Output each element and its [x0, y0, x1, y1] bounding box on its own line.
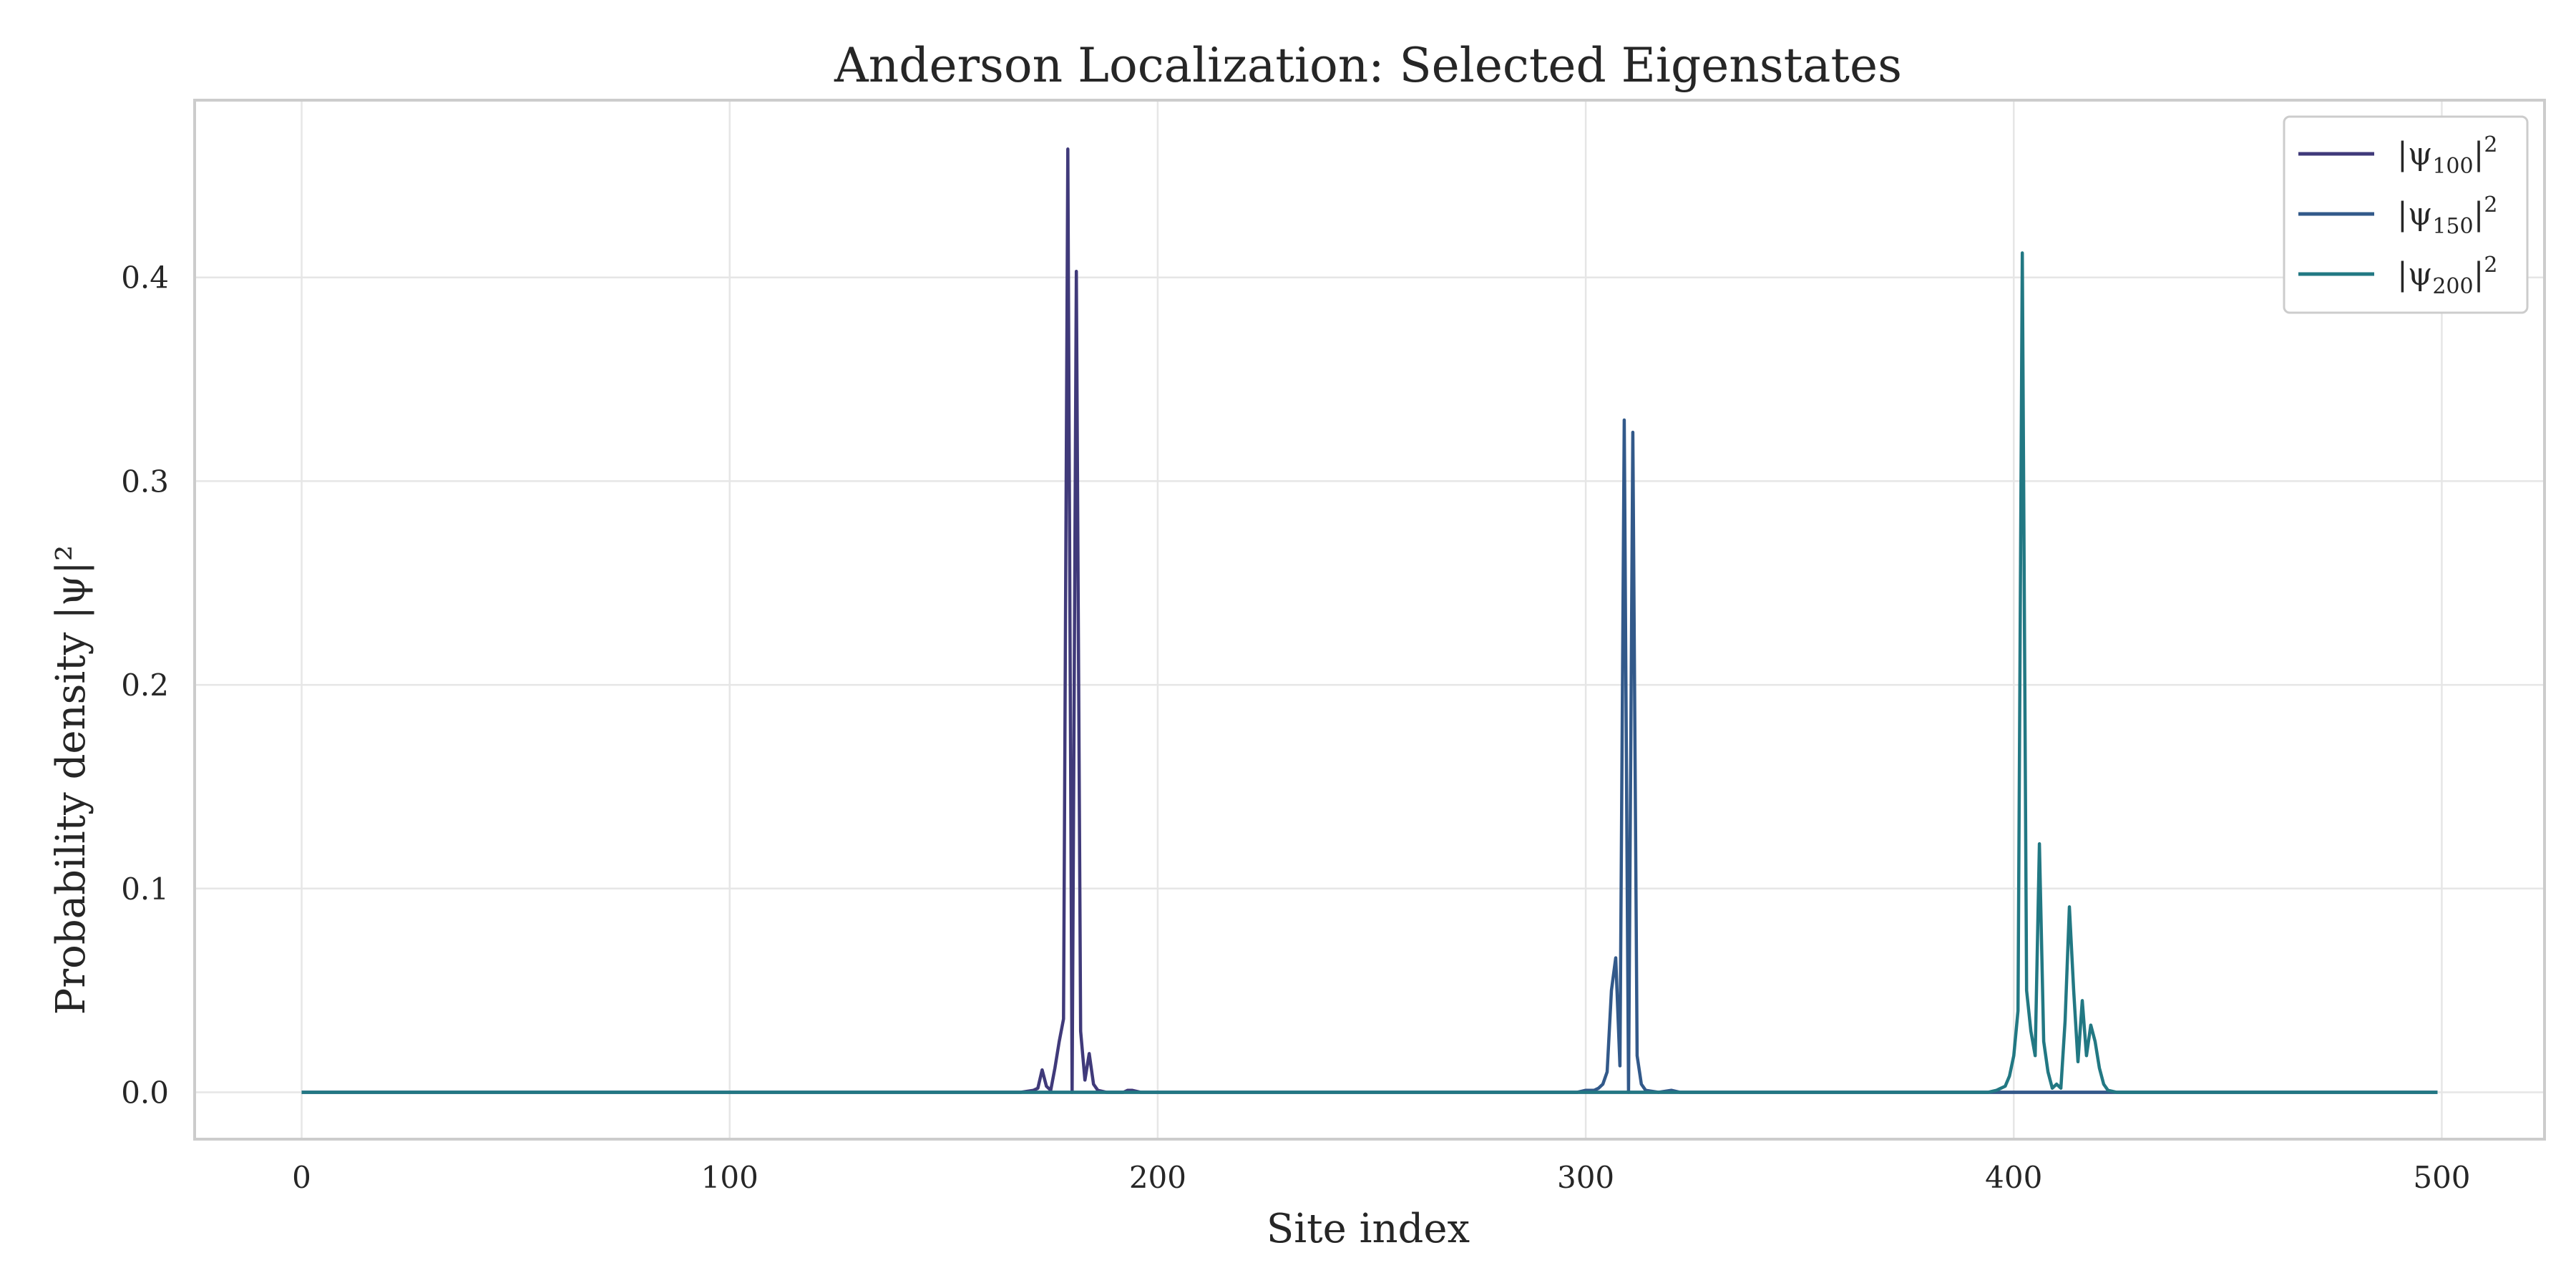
x-tick-label: 0: [292, 1160, 311, 1195]
legend-entry-subscript: 150: [2432, 214, 2473, 239]
y-axis-label: Probability density |ψ|²: [48, 545, 94, 1015]
x-tick-label: 200: [1129, 1160, 1186, 1195]
chart-title: Anderson Localization: Selected Eigensta…: [834, 38, 1902, 93]
x-tick-label: 500: [2413, 1160, 2470, 1195]
legend-entry-subscript: 100: [2432, 154, 2473, 179]
legend-box: [2283, 115, 2529, 314]
y-tick-label: 0.3: [121, 464, 169, 499]
legend-entry-150: |ψ150|2: [2397, 192, 2498, 239]
legend-entry-100: |ψ100|2: [2397, 132, 2498, 179]
legend-entry-base: |ψ: [2397, 136, 2432, 172]
tick-labels: 0 100 200 300 400 500 0.0 0.1 0.2 0.3 0.4: [121, 260, 2470, 1195]
x-tick-label: 400: [1985, 1160, 2042, 1195]
legend-entry-subscript: 200: [2432, 274, 2473, 299]
x-tick-label: 300: [1557, 1160, 1614, 1195]
legend-entry-base: |ψ: [2397, 256, 2432, 293]
legend-entry-bar: |: [2474, 196, 2484, 233]
legend-entry-superscript: 2: [2484, 253, 2497, 278]
legend-entry-bar: |: [2474, 136, 2484, 172]
y-tick-label: 0.2: [121, 668, 169, 703]
y-tick-label: 0.0: [121, 1075, 169, 1111]
x-axis-label: Site index: [1267, 1206, 1470, 1252]
legend-entry-200: |ψ200|2: [2397, 253, 2498, 299]
legend-entry-base: |ψ: [2397, 196, 2432, 233]
plot-frame: [193, 99, 2546, 1141]
series-line-200: [301, 251, 2438, 1094]
legend-entry-bar: |: [2474, 256, 2484, 293]
series-lines: [301, 147, 2438, 1094]
legend-items: |ψ100|2|ψ150|2|ψ200|2: [2298, 132, 2498, 299]
legend-entry-superscript: 2: [2484, 132, 2497, 157]
legend-entry-superscript: 2: [2484, 192, 2497, 218]
legend: |ψ100|2|ψ150|2|ψ200|2: [2283, 115, 2529, 314]
y-tick-label: 0.4: [121, 260, 169, 296]
x-tick-label: 100: [701, 1160, 758, 1195]
y-tick-label: 0.1: [121, 872, 169, 907]
